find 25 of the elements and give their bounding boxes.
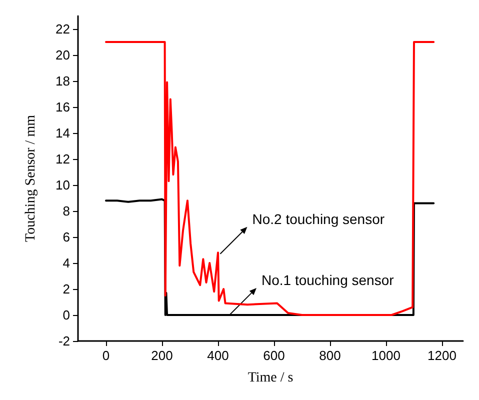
x-tick-label: 600 (263, 348, 285, 363)
x-tick-label: 400 (207, 348, 229, 363)
x-tick-label: 200 (151, 348, 173, 363)
y-tick-label: 20 (56, 48, 70, 62)
x-axis-title: Time / s (248, 370, 294, 386)
annotation: No.1 touching sensor (261, 272, 394, 288)
y-tick-label: 14 (56, 126, 70, 140)
x-tick-label: 1000 (372, 348, 400, 363)
y-tick-label: 2 (62, 282, 70, 296)
y-tick-label: 4 (62, 256, 70, 270)
y-tick-label: 16 (56, 100, 70, 114)
y-tick-label: 8 (62, 204, 70, 218)
y-tick-label: 18 (56, 74, 70, 88)
x-tick-label: 1200 (428, 348, 456, 363)
y-tick-label: -2 (58, 334, 70, 348)
y-tick-label: 0 (62, 308, 70, 322)
y-axis-title: Touching Sensor / mm (24, 114, 38, 242)
x-tick-label: 800 (319, 348, 341, 363)
y-tick-label: 10 (56, 178, 70, 192)
y-tick-label: 6 (62, 230, 70, 244)
y-tick-label: 22 (56, 22, 70, 36)
y-tick-label: 12 (56, 152, 70, 166)
line-series (105, 41, 435, 316)
annotation: No.2 touching sensor (252, 210, 385, 227)
x-tick-label: 0 (102, 348, 110, 363)
